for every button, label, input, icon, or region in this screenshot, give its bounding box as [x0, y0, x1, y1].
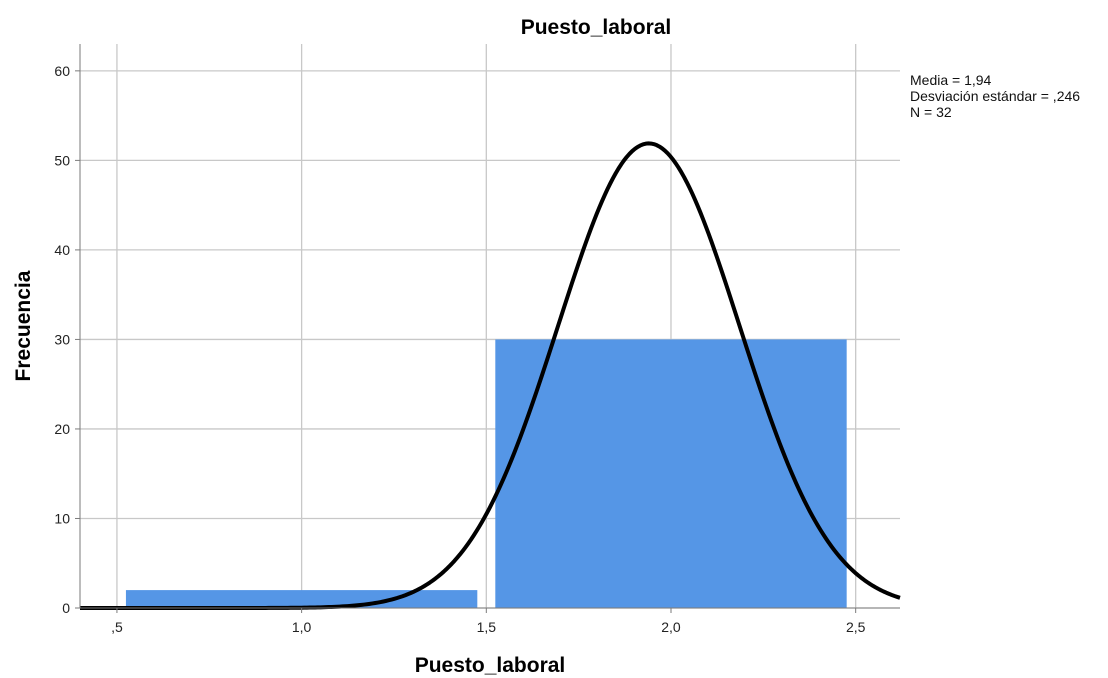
y-tick-label: 0: [62, 600, 70, 616]
y-axis-title: Frecuencia: [12, 270, 35, 381]
histogram-bar: [125, 590, 478, 608]
stats-n: N = 32: [910, 104, 952, 120]
y-tick-label: 30: [54, 331, 70, 347]
stats-mean: Media = 1,94: [910, 72, 992, 88]
y-tick-label: 10: [54, 510, 70, 526]
y-tick-label: 20: [54, 421, 70, 437]
y-tick-label: 50: [54, 152, 70, 168]
y-tick-label: 40: [54, 242, 70, 258]
axes: [75, 44, 900, 613]
x-tick-label: 2,5: [846, 619, 866, 635]
x-tick-label: 1,5: [477, 619, 497, 635]
histogram-bars: [125, 339, 847, 608]
chart-title: Puesto_laboral: [521, 16, 672, 39]
x-tick-label: ,5: [111, 619, 123, 635]
x-tick-label: 2,0: [661, 619, 681, 635]
stats-box: Media = 1,94 Desviación estándar = ,246 …: [910, 72, 1080, 120]
stats-std: Desviación estándar = ,246: [910, 88, 1080, 104]
y-tick-label: 60: [54, 63, 70, 79]
tick-labels: 0 10 20 30 40 50 60 ,5 1,0 1,5 2,0 2,5: [54, 63, 865, 635]
histogram-bar: [495, 339, 847, 608]
x-tick-label: 1,0: [292, 619, 312, 635]
x-axis-title: Puesto_laboral: [415, 654, 566, 677]
